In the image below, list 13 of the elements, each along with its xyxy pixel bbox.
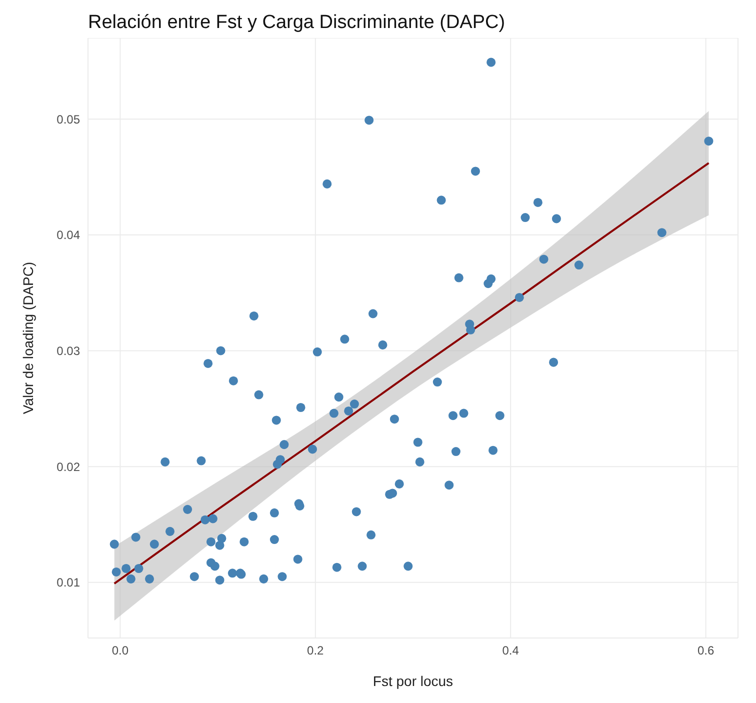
y-tick-label: 0.02 xyxy=(56,460,80,474)
y-tick-label: 0.03 xyxy=(56,344,80,358)
y-tick-label: 0.04 xyxy=(56,228,80,242)
x-tick-label: 0.0 xyxy=(112,644,129,658)
line-series xyxy=(113,162,710,585)
y-tick-label: 0.05 xyxy=(56,112,80,126)
chart-title: Relación entre Fst y Carga Discriminante (DAPC) xyxy=(88,12,506,34)
x-tick-label: 0.4 xyxy=(502,644,520,658)
x-axis-title: Fst por locus xyxy=(372,672,454,689)
x-tick-label: 0.2 xyxy=(307,644,324,658)
y-axis-title: Valor de loading (DAPC) xyxy=(20,262,36,414)
x-tick-label: 0.6 xyxy=(697,644,714,658)
y-tick-label: 0.01 xyxy=(56,576,80,590)
